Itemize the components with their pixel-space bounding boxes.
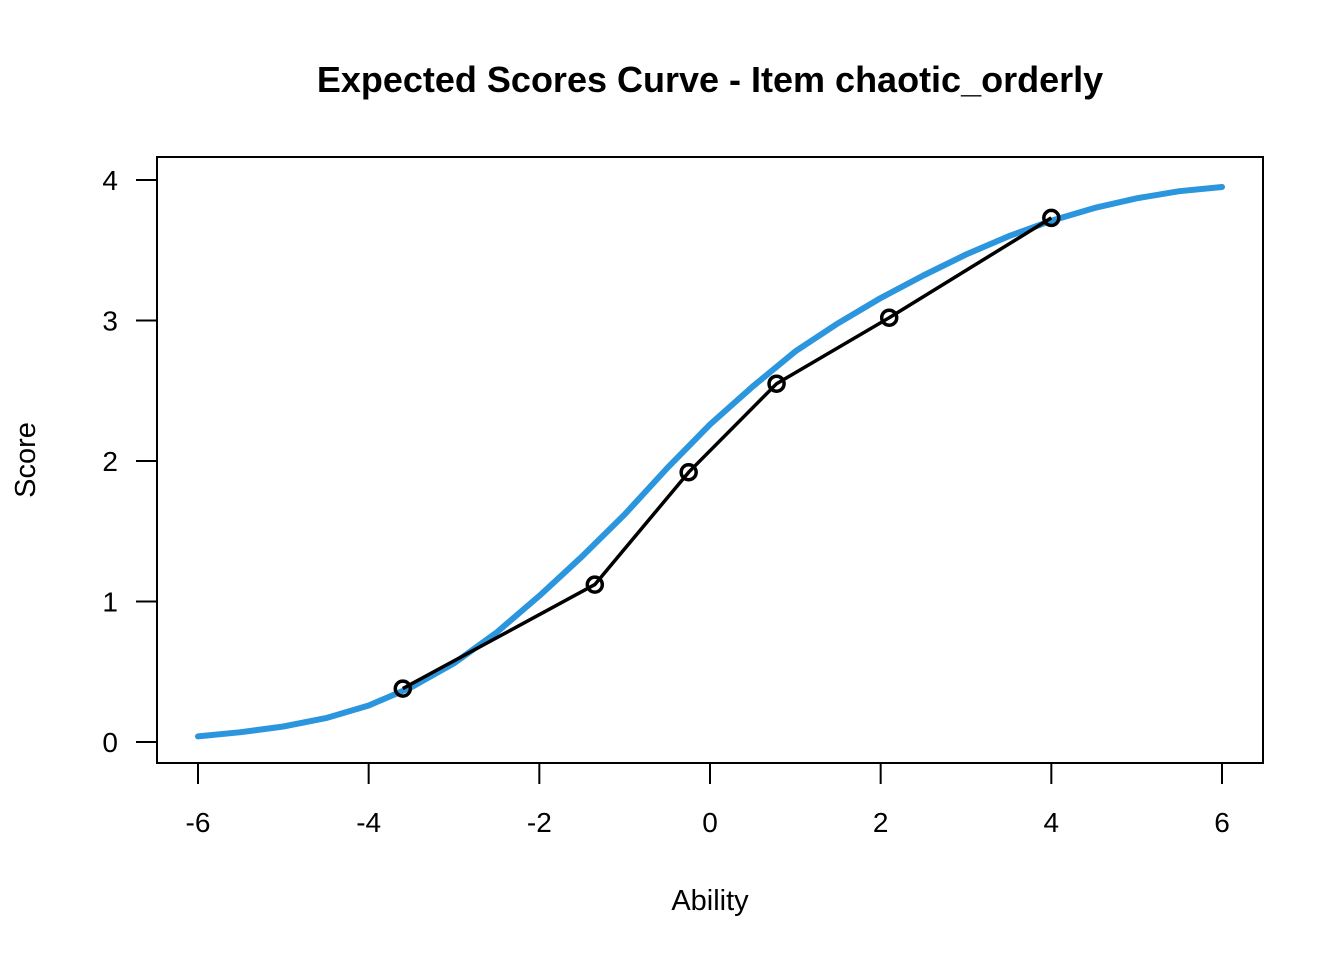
plot-frame xyxy=(156,156,1264,764)
x-tick-label: 0 xyxy=(702,807,718,838)
y-tick-label: 1 xyxy=(102,587,118,618)
y-axis: 0 1 2 3 4 xyxy=(102,165,158,758)
x-tick-label: -2 xyxy=(527,807,552,838)
observed-point xyxy=(879,308,899,327)
observed-point xyxy=(393,679,413,698)
x-tick-label: 6 xyxy=(1214,807,1230,838)
y-tick-label: 4 xyxy=(102,165,118,196)
observed-line xyxy=(401,216,1053,691)
y-tick-label: 2 xyxy=(102,446,118,477)
observed-point xyxy=(679,462,698,482)
y-tick-label: 0 xyxy=(102,727,118,758)
x-axis-label: Ability xyxy=(671,885,749,917)
x-tick-label: 4 xyxy=(1044,807,1060,838)
chart-title: Expected Scores Curve - Item chaotic_ord… xyxy=(317,59,1103,100)
y-axis-label: Score xyxy=(10,422,42,498)
observed-point xyxy=(1042,208,1061,228)
y-tick-label: 3 xyxy=(102,306,118,337)
observed-point xyxy=(767,374,786,393)
x-axis: -6 -4 -2 0 2 4 6 xyxy=(186,762,1230,838)
x-tick-label: 2 xyxy=(873,807,889,838)
x-tick-label: -4 xyxy=(356,807,381,838)
expected-curve-line xyxy=(195,184,1225,740)
series-layer xyxy=(195,184,1225,740)
x-tick-label: -6 xyxy=(186,807,211,838)
observed-point xyxy=(585,575,605,594)
